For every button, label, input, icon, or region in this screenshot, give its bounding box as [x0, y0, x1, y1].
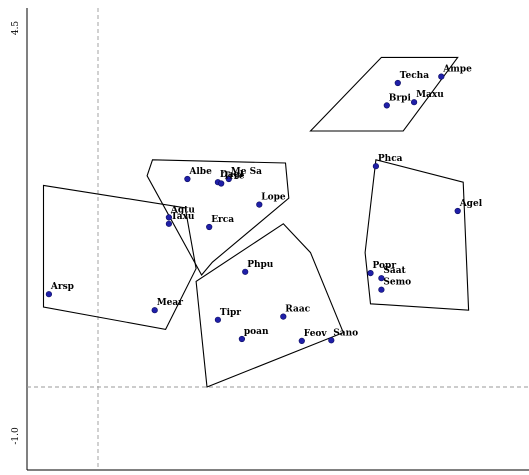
point-label-poan: poan	[244, 327, 269, 337]
data-point-mear	[151, 307, 158, 314]
group-hull-1	[309, 56, 459, 132]
point-label-mear: Mear	[157, 298, 184, 308]
data-point-tipr	[214, 316, 221, 323]
point-label-albe: Albe	[188, 167, 212, 177]
point-label-ampe: Ampe	[442, 65, 472, 75]
group-hull-3	[42, 184, 197, 331]
data-point-brpi	[383, 102, 390, 109]
data-point-trre	[218, 180, 225, 187]
data-point-agtu	[165, 214, 172, 221]
data-point-me-sa	[225, 175, 232, 183]
data-point-agel	[454, 207, 461, 215]
group-hull-4	[364, 159, 470, 311]
data-point-phca	[372, 163, 380, 170]
point-label-techa: Techa	[400, 71, 429, 81]
group-hull-2	[146, 159, 290, 276]
data-point-maxu	[411, 99, 418, 106]
data-point-taxu	[165, 220, 172, 227]
point-label-brpi: Brpi	[389, 93, 412, 103]
points-group	[45, 73, 461, 345]
data-point-semo	[378, 286, 385, 293]
data-point-feov	[298, 337, 305, 345]
data-point-lope	[256, 201, 263, 208]
data-point-sano	[328, 337, 335, 344]
point-label-maxu: Maxu	[416, 90, 444, 100]
data-point-ampe	[438, 73, 445, 80]
y-tick-label-bottom: -1.0	[11, 427, 21, 445]
data-point-erca	[206, 223, 213, 231]
point-label-arsp: Arsp	[50, 282, 74, 292]
point-label-sano: Sano	[333, 328, 358, 338]
point-label-me-sa: Me Sa	[231, 167, 262, 177]
hull-group	[42, 56, 470, 388]
point-label-raac: Raac	[285, 305, 310, 315]
point-label-agtu: Agtu	[170, 205, 195, 215]
point-label-taxu: Taxu	[171, 212, 195, 222]
point-label-saat: Saat	[383, 266, 406, 276]
point-label-popr: Popr	[373, 261, 397, 271]
y-tick-label-top: 4.5	[11, 21, 21, 36]
point-label-erca: Erca	[211, 215, 234, 225]
point-label-semo: Semo	[383, 278, 411, 288]
point-label-phca: Phca	[378, 154, 403, 164]
point-label-dagl: Dagl	[220, 170, 244, 180]
data-point-phpu	[242, 268, 249, 275]
point-label-feov: Feov	[304, 329, 328, 339]
data-point-poan	[238, 335, 245, 343]
data-point-albe	[184, 175, 191, 183]
point-label-tipr: Tipr	[220, 308, 241, 318]
group-hull-5	[195, 223, 345, 388]
point-label-agel: Agel	[459, 199, 483, 209]
data-point-techa	[394, 79, 401, 87]
data-point-arsp	[45, 291, 53, 298]
data-point-saat	[378, 275, 385, 282]
data-point-popr	[367, 270, 374, 277]
point-label-phpu: Phpu	[247, 260, 274, 270]
data-point-raac	[280, 313, 287, 320]
point-label-lope: Lope	[261, 193, 286, 203]
point-label-trre: Trre	[223, 172, 245, 182]
